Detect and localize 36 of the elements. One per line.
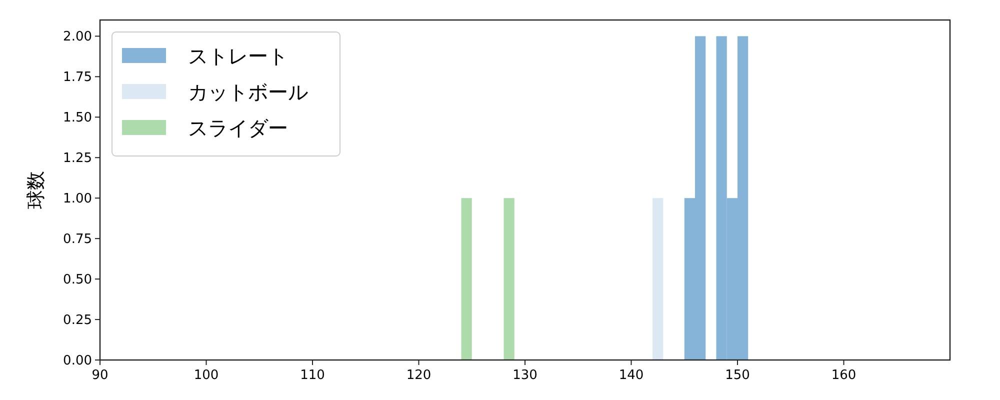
x-tick-label: 160 (831, 368, 856, 383)
x-tick: 120 (406, 360, 432, 383)
y-tick: 0.25 (63, 313, 100, 328)
legend-label: カットボール (188, 80, 308, 104)
y-tick: 1.75 (63, 70, 100, 86)
x-tick-label: 90 (92, 368, 108, 383)
x-tick: 150 (725, 360, 750, 383)
x-tick-label: 100 (194, 368, 219, 383)
x-tick: 140 (618, 360, 644, 383)
y-tick: 0.75 (63, 232, 100, 248)
legend-label: スライダー (188, 116, 288, 140)
y-tick-label: 1.25 (63, 151, 92, 166)
y-tick-label: 0.00 (63, 354, 92, 368)
y-tick-label: 0.75 (63, 232, 92, 248)
y-tick-label: 1.00 (63, 192, 92, 207)
x-tick-label: 150 (725, 368, 750, 383)
y-tick: 0.50 (63, 272, 100, 288)
y-tick: 1.25 (63, 151, 100, 166)
legend-label: ストレート (188, 44, 288, 68)
y-tick: 1.00 (63, 192, 100, 207)
y-tick-label: 0.25 (63, 313, 92, 328)
x-tick: 110 (300, 360, 325, 383)
x-tick: 130 (512, 360, 538, 383)
x-tick-label: 130 (512, 368, 538, 383)
x-tick-label: 110 (300, 368, 325, 383)
y-tick-label: 1.75 (63, 70, 92, 86)
y-tick-label: 1.50 (63, 110, 92, 126)
x-tick-label: 140 (618, 368, 644, 383)
x-tick: 160 (831, 360, 856, 383)
y-tick: 2.00 (63, 30, 100, 45)
x-tick: 100 (194, 360, 219, 383)
y-axis-title: 球数 (25, 171, 47, 209)
y-tick-label: 0.50 (63, 272, 92, 288)
x-tick-label: 120 (406, 368, 432, 383)
y-tick: 1.50 (63, 110, 100, 126)
y-tick-label: 2.00 (63, 30, 92, 45)
